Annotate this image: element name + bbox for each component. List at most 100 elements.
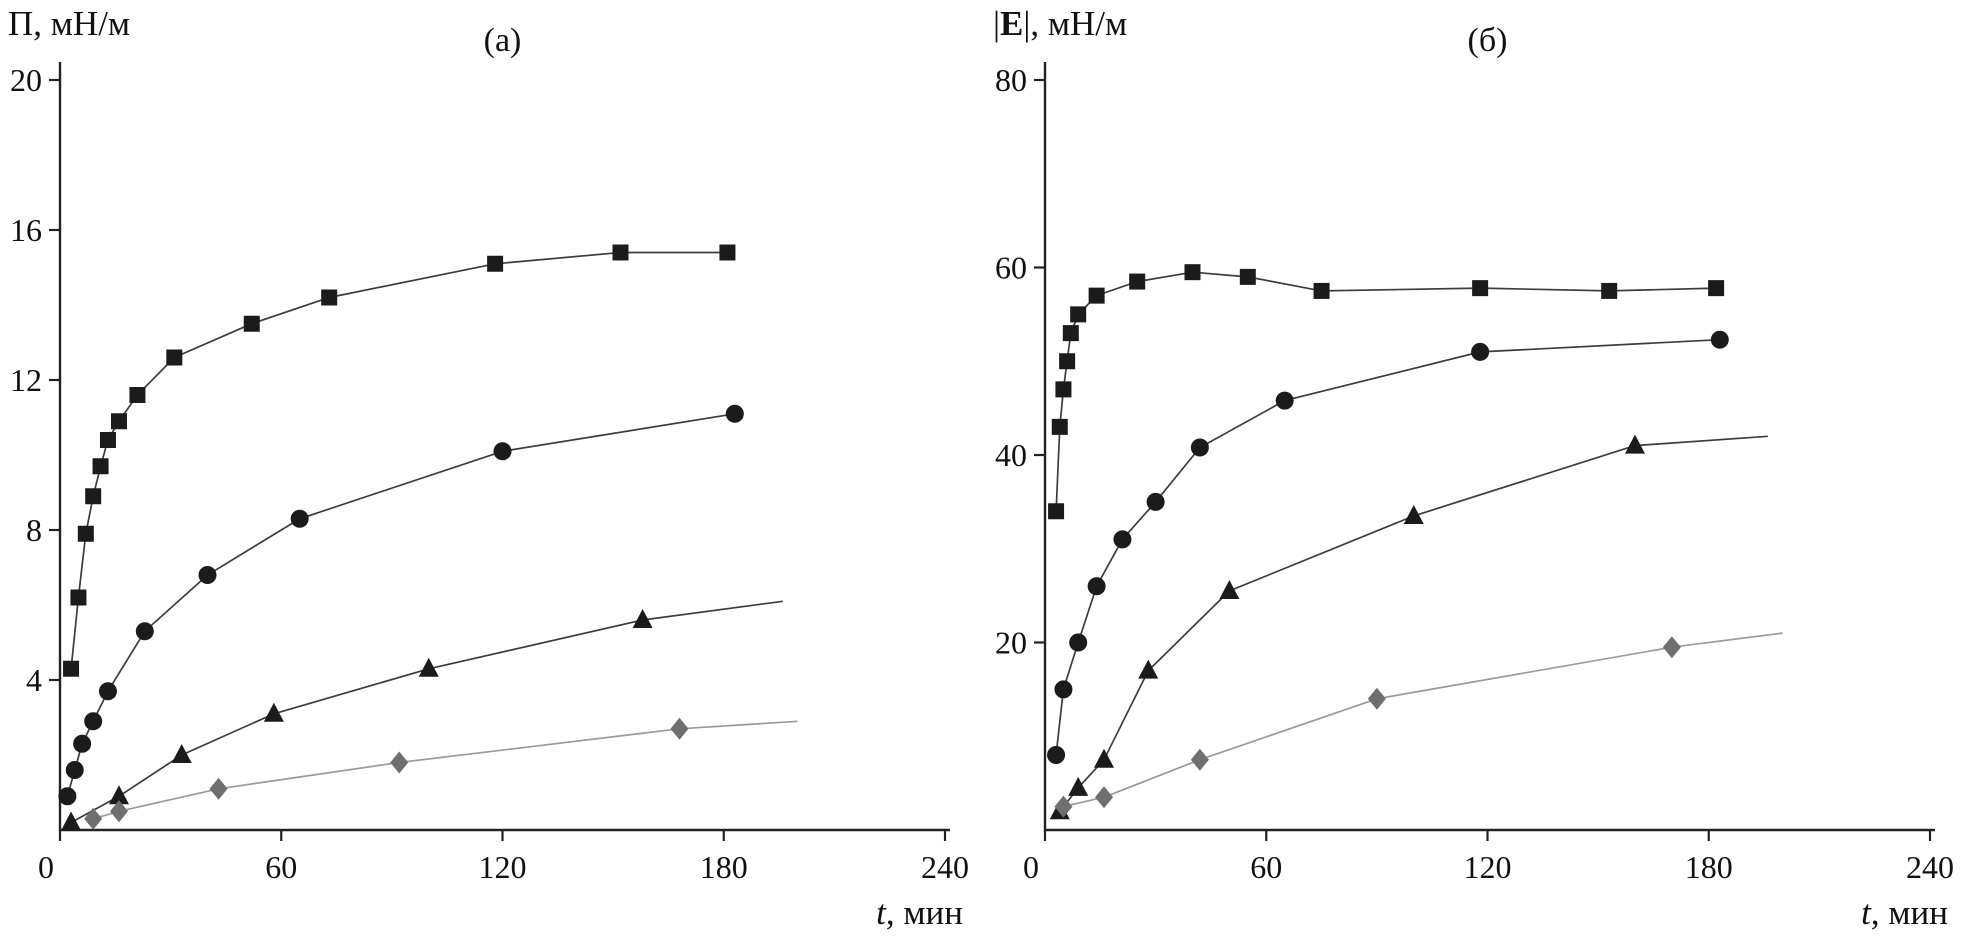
marker-triangle bbox=[1219, 579, 1240, 599]
x-tick-label: 240 bbox=[921, 849, 969, 885]
marker-square bbox=[1601, 282, 1618, 299]
y-axis-label-b-p2: |, мН/м bbox=[1023, 4, 1128, 43]
series-circles-line bbox=[1055, 338, 1720, 756]
x-axis-label-a: t, мин bbox=[876, 893, 963, 933]
marker-square bbox=[612, 244, 629, 261]
marker-triangle bbox=[171, 744, 192, 763]
marker-diamond bbox=[1095, 786, 1113, 809]
chart-panel-a: 4 8 12 16 20 0 60 120 180 240 Π, мН/м (а) t, мин bbox=[8, 4, 969, 933]
y-axis-label-a: Π, мН/м bbox=[8, 4, 130, 44]
chart-panel-b: 20 40 60 80 0 60 120 180 240 |E|, мН/м (б) t, ми… bbox=[985, 0, 1970, 939]
marker-triangle bbox=[418, 657, 439, 677]
series-squares-line bbox=[70, 251, 728, 669]
x-tick-label: 180 bbox=[1685, 849, 1733, 885]
series-triangles-line bbox=[70, 600, 783, 824]
marker-circle bbox=[1047, 746, 1066, 764]
marker-triangle bbox=[1068, 776, 1089, 796]
marker-circle bbox=[198, 566, 217, 584]
marker-square bbox=[129, 387, 146, 403]
chart-b-svg: 20 40 60 80 0 60 120 180 240 bbox=[995, 62, 1954, 885]
marker-triangle bbox=[61, 811, 82, 831]
marker-square bbox=[77, 525, 94, 542]
y-tick-label: 12 bbox=[10, 362, 42, 398]
marker-square bbox=[1059, 353, 1076, 370]
marker-square bbox=[1313, 282, 1330, 299]
marker-square bbox=[166, 349, 183, 366]
marker-square bbox=[111, 413, 127, 430]
marker-square bbox=[1472, 280, 1489, 297]
x-axis-label-b-italic: t bbox=[1861, 893, 1871, 932]
x-axis-label-b-rest: , мин bbox=[1870, 893, 1948, 932]
marker-square bbox=[1129, 273, 1146, 290]
marker-square bbox=[1184, 264, 1201, 281]
chart-title-b: (б) bbox=[1467, 22, 1508, 59]
marker-square bbox=[1088, 287, 1105, 304]
marker-diamond bbox=[1054, 795, 1073, 818]
marker-circle bbox=[1087, 577, 1106, 596]
series-diamonds-line bbox=[1063, 632, 1783, 808]
marker-square bbox=[99, 432, 116, 448]
y-axis-label-a-p1: Π, мН/м bbox=[8, 4, 131, 43]
y-axis-label-b: |E|, мН/м bbox=[993, 4, 1127, 44]
marker-circle bbox=[1471, 342, 1490, 361]
x-tick-label: 120 bbox=[479, 849, 527, 885]
marker-square bbox=[63, 660, 80, 677]
y-tick-label: 40 bbox=[995, 437, 1027, 473]
marker-diamond bbox=[1367, 687, 1386, 710]
marker-circle bbox=[1710, 330, 1729, 349]
series-triangles-line bbox=[1059, 435, 1768, 812]
marker-square bbox=[1239, 268, 1256, 285]
x-tick-label: 0 bbox=[38, 849, 54, 885]
marker-square bbox=[1062, 325, 1079, 342]
x-tick-label: 0 bbox=[1023, 849, 1039, 885]
marker-circle bbox=[1190, 438, 1209, 457]
y-axis-label-b-bold: E bbox=[1000, 4, 1024, 43]
marker-diamond bbox=[1190, 748, 1209, 771]
y-tick-label: 20 bbox=[995, 625, 1027, 661]
marker-circle bbox=[58, 787, 77, 806]
marker-square bbox=[1070, 306, 1087, 323]
marker-circle bbox=[1069, 633, 1088, 652]
marker-square bbox=[487, 255, 504, 272]
y-axis-label-b-p1: | bbox=[993, 4, 1001, 43]
y-tick-label: 4 bbox=[26, 662, 42, 698]
marker-triangle bbox=[1625, 434, 1645, 454]
marker-circle bbox=[290, 509, 309, 528]
marker-square bbox=[719, 244, 736, 261]
marker-square bbox=[70, 589, 87, 606]
x-axis-label-b: t, мин bbox=[1861, 893, 1948, 933]
y-tick-label: 60 bbox=[995, 250, 1027, 286]
marker-diamond bbox=[209, 777, 228, 800]
marker-circle bbox=[84, 712, 103, 731]
y-tick-label: 8 bbox=[26, 512, 42, 548]
marker-square bbox=[92, 458, 109, 475]
marker-circle bbox=[98, 682, 117, 701]
x-axis-label-a-italic: t bbox=[876, 893, 886, 932]
x-tick-label: 180 bbox=[700, 849, 748, 885]
marker-circle bbox=[493, 442, 512, 461]
marker-diamond bbox=[84, 807, 103, 830]
y-tick-label: 16 bbox=[10, 212, 42, 248]
series-diamonds-line bbox=[92, 720, 798, 820]
marker-circle bbox=[1113, 530, 1132, 549]
x-axis-label-a-rest: , мин bbox=[885, 893, 963, 932]
chart-a-svg: 4 8 12 16 20 0 60 120 180 240 bbox=[10, 62, 969, 885]
chart-title-a: (а) bbox=[483, 22, 522, 59]
marker-square bbox=[321, 289, 338, 306]
marker-circle bbox=[1054, 680, 1073, 699]
marker-square bbox=[1051, 418, 1068, 435]
x-tick-label: 120 bbox=[1464, 849, 1512, 885]
marker-circle bbox=[73, 734, 92, 753]
series-squares-line bbox=[1055, 271, 1717, 512]
marker-triangle bbox=[1094, 748, 1114, 768]
marker-diamond bbox=[1662, 636, 1681, 659]
marker-circle bbox=[725, 404, 744, 423]
x-tick-label: 60 bbox=[265, 849, 297, 885]
y-tick-label: 20 bbox=[10, 62, 42, 98]
marker-circle bbox=[1275, 391, 1294, 410]
marker-triangle bbox=[1138, 659, 1159, 679]
series-circles-line bbox=[66, 412, 735, 797]
marker-circle bbox=[65, 761, 84, 779]
marker-circle bbox=[135, 622, 154, 641]
